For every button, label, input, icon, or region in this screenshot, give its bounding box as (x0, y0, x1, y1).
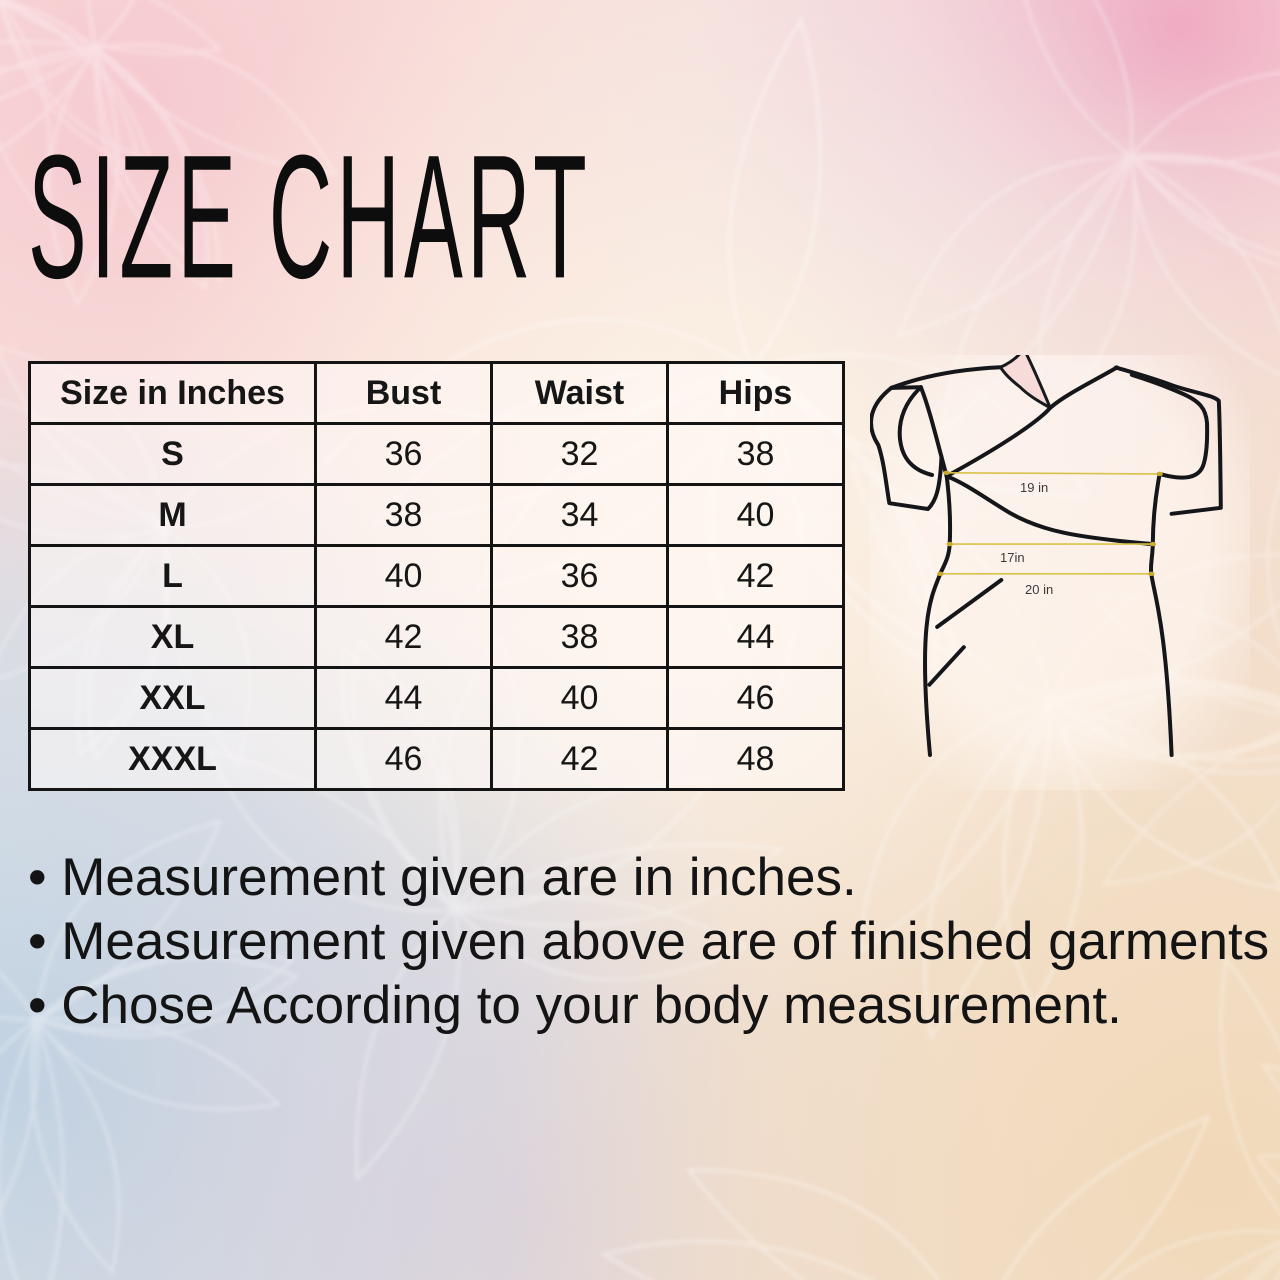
svg-text:19 in: 19 in (1020, 480, 1048, 495)
svg-text:17in: 17in (1000, 550, 1025, 565)
svg-text:20 in: 20 in (1025, 582, 1053, 597)
